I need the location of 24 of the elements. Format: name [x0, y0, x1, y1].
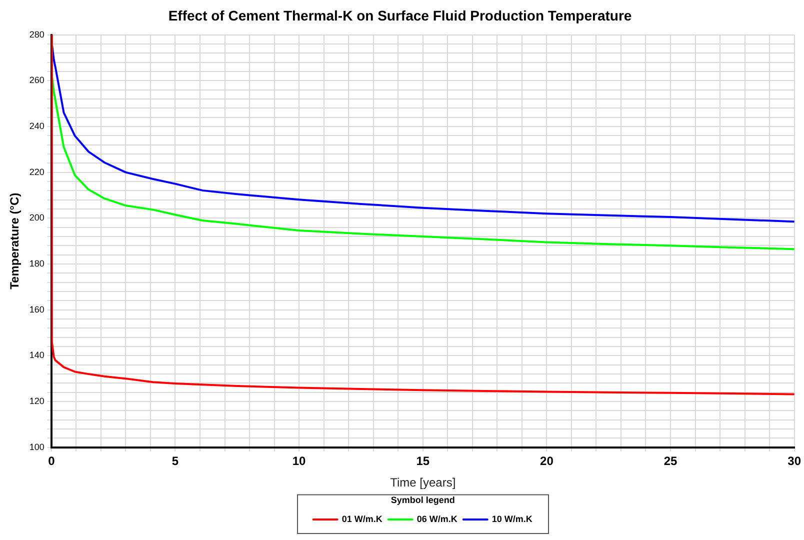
y-tick-label: 220 — [29, 166, 44, 177]
x-tick-label: 15 — [416, 454, 430, 468]
chart-title: Effect of Cement Thermal-K on Surface Fluid Production Temperature — [168, 7, 632, 24]
legend-label: 01 W/m.K — [342, 514, 383, 524]
y-tick-label: 200 — [29, 212, 44, 223]
y-tick-label: 160 — [29, 304, 44, 314]
x-tick-label: 10 — [292, 454, 306, 468]
x-tick-label: 30 — [788, 454, 802, 468]
y-tick-label: 140 — [29, 350, 44, 360]
y-tick-label: 280 — [29, 29, 44, 40]
legend-label: 10 W/m.K — [492, 514, 533, 524]
y-tick-label: 100 — [29, 442, 44, 452]
y-axis-title: Temperature (°C) — [8, 192, 22, 290]
x-tick-label: 0 — [48, 454, 56, 468]
x-tick-label: 5 — [172, 454, 179, 468]
legend-title: Symbol legend — [390, 495, 455, 506]
y-tick-label: 240 — [29, 120, 44, 131]
y-tick-label: 120 — [29, 396, 44, 406]
x-axis-title: Time [years] — [390, 475, 456, 490]
x-tick-label: 20 — [540, 454, 554, 468]
y-tick-label: 180 — [29, 258, 44, 269]
y-tick-label: 260 — [29, 75, 44, 86]
x-tick-label: 25 — [664, 454, 678, 468]
legend-label: 06 W/m.K — [416, 514, 458, 524]
